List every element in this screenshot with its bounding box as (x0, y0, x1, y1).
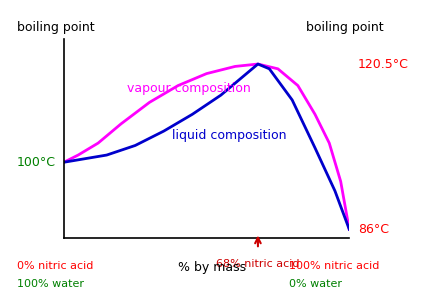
Text: 68% nitric acid: 68% nitric acid (216, 259, 300, 269)
Text: 100% nitric acid: 100% nitric acid (289, 261, 380, 271)
Text: % by mass: % by mass (178, 261, 246, 274)
Text: 86°C: 86°C (358, 223, 389, 236)
Text: 100% water: 100% water (17, 279, 84, 289)
Text: liquid composition: liquid composition (172, 129, 287, 142)
Text: boiling point: boiling point (17, 21, 95, 34)
Text: 0% water: 0% water (289, 279, 342, 289)
Text: 100°C: 100°C (16, 156, 55, 169)
Text: 0% nitric acid: 0% nitric acid (17, 261, 94, 271)
Text: boiling point: boiling point (306, 21, 384, 34)
Text: 120.5°C: 120.5°C (358, 58, 409, 71)
Text: vapour composition: vapour composition (127, 82, 250, 95)
